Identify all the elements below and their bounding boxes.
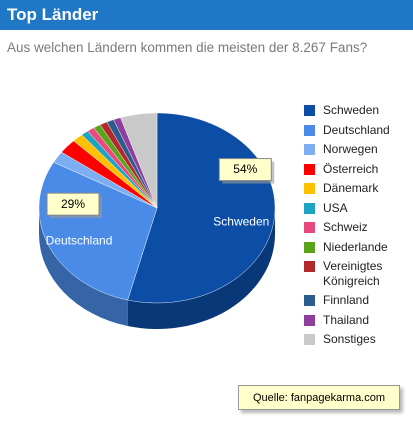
legend-swatch [304,295,315,306]
legend-label: Vereinigtes Königreich [323,259,383,288]
legend-swatch [304,105,315,116]
legend-swatch [304,334,315,345]
legend-label: Norwegen [323,142,378,156]
legend-item: Schweden [302,103,412,118]
legend-label: Schweiz [323,220,368,234]
slice [120,112,158,209]
legend-item: Niederlande [302,240,412,255]
legend: Schweden Deutschland Norwegen Österreich Dän… [302,103,412,352]
legend-label: Österreich [323,161,379,176]
legend-label: Finnland [323,293,370,307]
legend-label: USA [323,200,348,215]
legend-label: Sonstiges [323,332,376,346]
legend-swatch [304,144,315,155]
legend-swatch [304,314,315,326]
label-box [46,192,100,216]
legend-label: Thailand [323,312,370,327]
slice-side [39,208,128,327]
legend-item: Deutschland [302,123,412,138]
header-title: Top Länder [0,0,413,30]
legend-swatch [304,261,315,272]
source: Quelle: fanpagekarma.com [238,385,400,410]
slice-side [127,208,275,330]
legend-item: Norwegen [302,142,412,157]
legend-swatch [304,241,315,253]
data-label: 29% [61,197,85,211]
legend-item: Finnland [302,293,412,308]
slice-name: Schweden [213,215,269,229]
legend-item: Schweiz [302,220,412,235]
legend-item: Österreich [302,162,412,177]
legend-label: Schweden [323,103,380,117]
data-label: 54% [233,162,257,176]
legend-label: Dänemark [323,181,379,195]
subtitle: Aus welchen Ländern kommen die meisten d… [7,40,368,55]
legend-item: Sonstiges [302,332,412,347]
legend-swatch [304,202,315,214]
slice-name: Deutschland [46,233,113,247]
legend-swatch [304,183,315,194]
legend-item: USA [302,201,412,216]
legend-item: Dänemark [302,181,412,196]
legend-swatch [304,222,315,233]
label-box [218,158,272,182]
legend-label: Deutschland [323,122,390,137]
legend-swatch [304,124,315,136]
legend-label: Niederlande [323,239,388,254]
legend-item: Vereinigtes Königreich [302,259,412,288]
legend-swatch [304,163,315,175]
legend-item: Thailand [302,313,412,328]
